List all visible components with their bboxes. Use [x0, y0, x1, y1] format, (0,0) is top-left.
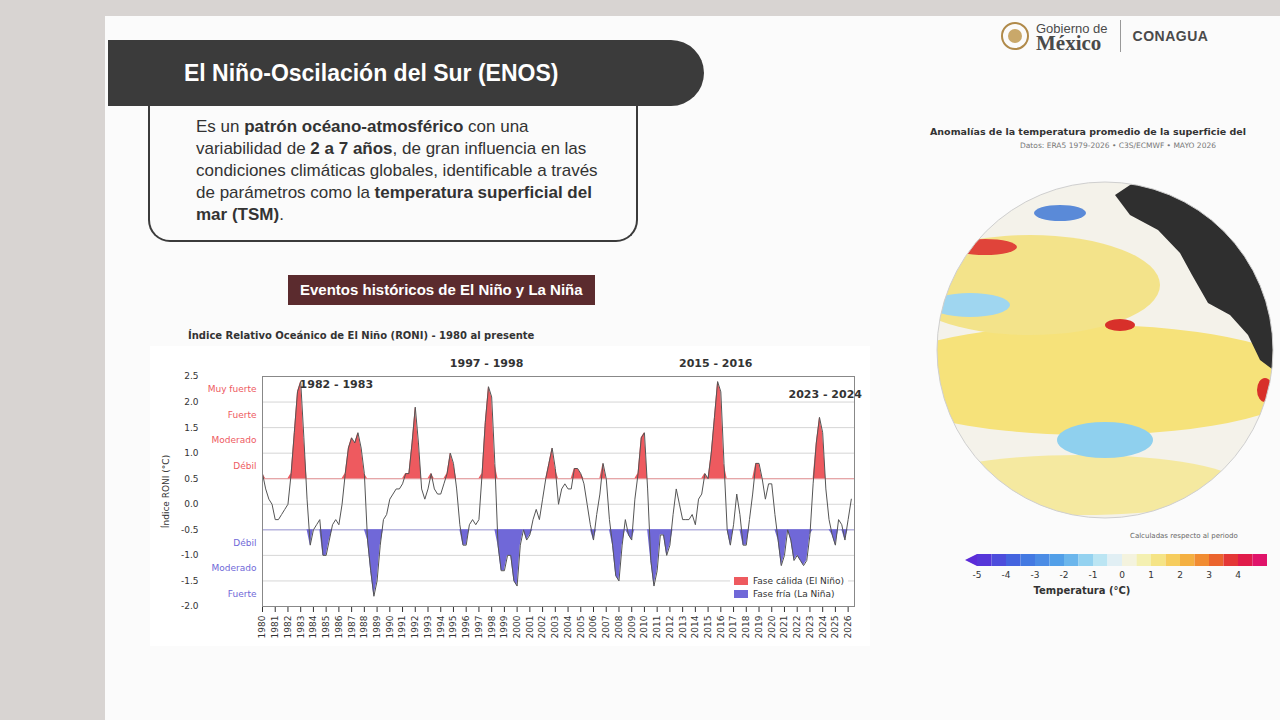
svg-text:-5: -5	[973, 570, 982, 580]
svg-text:2008: 2008	[614, 615, 624, 638]
svg-text:1999: 1999	[499, 615, 509, 638]
svg-text:Fuerte: Fuerte	[228, 589, 257, 599]
svg-text:-1.5: -1.5	[181, 576, 199, 586]
svg-text:2013: 2013	[678, 616, 688, 639]
svg-text:1993: 1993	[423, 616, 433, 639]
svg-text:1988: 1988	[359, 615, 369, 638]
html-text:Gobierno de: Gobierno de	[1036, 21, 1108, 36]
svg-text:2026: 2026	[843, 615, 853, 638]
svg-text:Temperatura (°C): Temperatura (°C)	[1034, 585, 1131, 596]
svg-text:1984: 1984	[308, 615, 318, 638]
svg-text:2000: 2000	[512, 615, 522, 638]
svg-text:0.5: 0.5	[184, 474, 198, 484]
svg-text:1: 1	[1148, 570, 1154, 580]
html-text:Es un patrón océano-atmosféric: Es un patrón océano-atmosférico con una …	[196, 117, 598, 224]
svg-text:3: 3	[1206, 570, 1212, 580]
svg-text:2007: 2007	[601, 616, 611, 639]
svg-text:2012: 2012	[665, 616, 675, 639]
svg-text:-1: -1	[1089, 570, 1098, 580]
svg-text:-2: -2	[1060, 570, 1069, 580]
svg-text:1983: 1983	[296, 616, 306, 639]
svg-text:2003: 2003	[550, 616, 560, 639]
svg-text:Índice RONI (°C): Índice RONI (°C)	[160, 455, 171, 528]
svg-text:Fuerte: Fuerte	[228, 410, 257, 420]
svg-text:2015: 2015	[703, 616, 713, 639]
svg-text:1997 - 1998: 1997 - 1998	[450, 357, 523, 370]
svg-text:1980: 1980	[257, 615, 267, 638]
svg-text:-1.0: -1.0	[181, 550, 199, 560]
html-text:Fase cálida (El Niño): Fase cálida (El Niño)	[753, 575, 844, 586]
svg-text:1981: 1981	[270, 616, 280, 639]
svg-text:1987: 1987	[346, 616, 356, 639]
svg-text:1982 - 1983: 1982 - 1983	[300, 378, 373, 391]
html-text:CONAGUA: CONAGUA	[1132, 28, 1209, 44]
svg-text:1982: 1982	[283, 616, 293, 639]
svg-text:2004: 2004	[563, 615, 573, 638]
svg-text:-0.5: -0.5	[181, 525, 199, 535]
html-text:México: México	[1036, 31, 1102, 55]
svg-text:1997: 1997	[474, 616, 484, 639]
svg-text:-4: -4	[1002, 570, 1011, 580]
svg-text:1998: 1998	[487, 615, 497, 638]
svg-text:2019: 2019	[754, 615, 764, 638]
svg-text:4: 4	[1235, 570, 1241, 580]
svg-text:2005: 2005	[576, 616, 586, 639]
html-text:Anomalías de la temperatura pr: Anomalías de la temperatura promedio de …	[930, 126, 1246, 137]
svg-text:2001: 2001	[525, 616, 535, 639]
svg-text:1996: 1996	[461, 615, 471, 638]
svg-text:2023: 2023	[805, 616, 815, 639]
svg-text:2009: 2009	[627, 615, 637, 638]
html-text:Índice Relativo Oceánico de El: Índice Relativo Oceánico de El Niño (RON…	[188, 330, 535, 341]
html-text:Eventos históricos de El Niño: Eventos históricos de El Niño y La Niña	[300, 281, 583, 298]
svg-text:0: 0	[1119, 570, 1125, 580]
svg-text:2018: 2018	[741, 615, 751, 638]
svg-text:Débil: Débil	[233, 461, 256, 471]
svg-text:2011: 2011	[652, 616, 662, 639]
svg-text:1986: 1986	[334, 615, 344, 638]
svg-text:Débil: Débil	[233, 537, 256, 547]
svg-text:2.5: 2.5	[184, 371, 198, 381]
svg-text:2022: 2022	[792, 616, 802, 639]
svg-text:2017: 2017	[728, 616, 738, 639]
svg-text:2010: 2010	[639, 615, 649, 638]
html-text:El Niño-Oscilación del Sur (EN: El Niño-Oscilación del Sur (ENOS)	[184, 60, 559, 86]
svg-text:1994: 1994	[436, 615, 446, 638]
svg-text:2014: 2014	[690, 615, 700, 638]
svg-text:1995: 1995	[448, 616, 458, 639]
svg-text:2016: 2016	[716, 615, 726, 638]
svg-text:1.0: 1.0	[184, 448, 199, 458]
svg-text:-2.0: -2.0	[181, 601, 199, 611]
html-text:Calculadas respecto al periodo: Calculadas respecto al periodo	[1130, 532, 1238, 540]
svg-text:2025: 2025	[830, 616, 840, 639]
svg-text:1.5: 1.5	[184, 422, 198, 432]
svg-text:2002: 2002	[537, 616, 547, 639]
svg-text:1985: 1985	[321, 616, 331, 639]
svg-text:2.0: 2.0	[184, 397, 199, 407]
svg-text:1989: 1989	[372, 615, 382, 638]
html-text:Datos: ERA5 1979-2026 • C3S/EC: Datos: ERA5 1979-2026 • C3S/ECMWF • MAYO…	[1020, 141, 1216, 150]
svg-text:2024: 2024	[818, 615, 828, 638]
svg-text:2021: 2021	[779, 616, 789, 639]
svg-text:1991: 1991	[397, 616, 407, 639]
html-text:Fase fría (La Niña): Fase fría (La Niña)	[753, 588, 835, 599]
svg-text:2015 - 2016: 2015 - 2016	[679, 357, 753, 370]
svg-text:2020: 2020	[767, 615, 777, 638]
svg-text:Muy fuerte: Muy fuerte	[208, 384, 257, 394]
svg-text:1992: 1992	[410, 616, 420, 639]
svg-text:1990: 1990	[385, 615, 395, 638]
svg-text:0.0: 0.0	[184, 499, 199, 509]
svg-text:-3: -3	[1031, 570, 1040, 580]
svg-text:2006: 2006	[588, 615, 598, 638]
svg-text:2023 - 2024: 2023 - 2024	[788, 388, 862, 401]
svg-text:Moderado: Moderado	[212, 435, 257, 445]
svg-text:2: 2	[1177, 570, 1183, 580]
svg-text:Moderado: Moderado	[212, 563, 257, 573]
